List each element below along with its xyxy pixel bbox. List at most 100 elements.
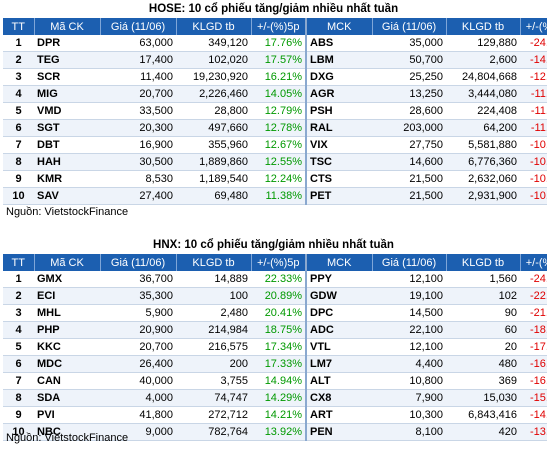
gainer-price-cell: 33,500: [100, 102, 176, 120]
gainer-price-cell: 63,000: [100, 35, 176, 52]
loser-price-cell: 203,000: [372, 119, 446, 137]
hnx-source: Nguồn: VietstockFinance: [6, 432, 129, 444]
gainer-change-cell: 12.55%: [251, 153, 306, 171]
gainer-volume-cell: 19,230,920: [176, 68, 251, 86]
column-header: TT: [3, 18, 35, 35]
loser-price-cell: 35,000: [372, 35, 446, 52]
gainer-price-cell: 5,900: [100, 304, 176, 322]
loser-volume-cell: 60: [446, 321, 520, 339]
loser-price-cell: 14,500: [372, 304, 446, 322]
rank-cell: 5: [3, 102, 34, 120]
table-row: 3 SCR 11,400 19,230,920 16.21% DXG 25,250 24,80…: [3, 68, 547, 86]
gainer-code-cell: DBT: [34, 136, 100, 154]
loser-code-cell: LM7: [305, 355, 372, 373]
loser-volume-cell: 480: [446, 355, 520, 373]
column-header: +/-(%)5p: [520, 254, 547, 271]
hnx-header-row: TT Mã CK Giá (11/06) KLGD tb +/-(%)5p MCK Giá …: [3, 254, 547, 271]
gainer-change-cell: 20.89%: [251, 287, 306, 305]
column-header: Giá (11/06): [100, 18, 177, 35]
rank-cell: 1: [3, 35, 34, 52]
loser-volume-cell: 2,632,060: [446, 170, 520, 188]
loser-change-cell: -11.44%: [520, 102, 547, 120]
gainer-change-cell: 14.29%: [251, 389, 306, 407]
loser-change-cell: -17.12%: [520, 338, 547, 356]
gainer-code-cell: SDA: [34, 389, 100, 407]
gainer-change-cell: 18.75%: [251, 321, 306, 339]
gainer-volume-cell: 1,889,860: [176, 153, 251, 171]
loser-code-cell: GDW: [305, 287, 372, 305]
gainer-price-cell: 17,400: [100, 51, 176, 69]
loser-change-cell: -14.07%: [520, 51, 547, 69]
loser-price-cell: 12,100: [372, 338, 446, 356]
loser-change-cell: -10.42%: [520, 187, 547, 205]
gainer-change-cell: 14.21%: [251, 406, 306, 424]
table-row: 1GMX36,70014,88922.33%PPY12,1001,560-24.…: [3, 271, 547, 288]
loser-price-cell: 8,100: [372, 423, 446, 441]
loser-code-cell: ADC: [305, 321, 372, 339]
table-row: 1 DPR 63,000 349,120 17.76% ABS 35,000 129,880-…: [3, 35, 547, 52]
gainer-change-cell: 12.79%: [251, 102, 306, 120]
loser-volume-cell: 64,200: [446, 119, 520, 137]
hose-source: Nguồn: VietstockFinance: [6, 206, 129, 218]
table-row: 8SDA4,00074,74714.29%CX87,90015,030-15.9…: [3, 389, 547, 407]
gainer-price-cell: 20,700: [100, 85, 176, 103]
loser-code-cell: PSH: [305, 102, 372, 120]
loser-change-cell: -16.92%: [520, 372, 547, 390]
loser-change-cell: -22.04%: [520, 287, 547, 305]
loser-volume-cell: 6,776,360: [446, 153, 520, 171]
gainer-code-cell: MHL: [34, 304, 100, 322]
gainer-code-cell: SCR: [34, 68, 100, 86]
loser-change-cell: -15.96%: [520, 389, 547, 407]
gainer-price-cell: 40,000: [100, 372, 176, 390]
rank-cell: 2: [3, 287, 34, 305]
gainer-code-cell: NBC: [34, 423, 100, 441]
column-header: +/-(%)5p: [251, 18, 307, 35]
rank-cell: 10: [3, 423, 34, 441]
gainer-change-cell: 14.94%: [251, 372, 306, 390]
rank-cell: 9: [3, 170, 34, 188]
hnx-table: TT Mã CK Giá (11/06) KLGD tb +/-(%)5p MCK Giá …: [3, 254, 547, 441]
loser-code-cell: DPC: [305, 304, 372, 322]
loser-volume-cell: 15,030: [446, 389, 520, 407]
gainer-price-cell: 4,000: [100, 389, 176, 407]
loser-price-cell: 10,300: [372, 406, 446, 424]
gainer-volume-cell: 1,189,540: [176, 170, 251, 188]
gainer-change-cell: 22.33%: [251, 271, 306, 288]
gainer-code-cell: SAV: [34, 187, 100, 205]
gainer-change-cell: 12.67%: [251, 136, 306, 154]
rank-cell: 7: [3, 372, 34, 390]
hose-header-row: TT Mã CK Giá (11/06) KLGD tb +/-(%)5p MCK Giá …: [3, 18, 547, 35]
column-header: +/-(%)5p: [251, 254, 307, 271]
loser-code-cell: TSC: [305, 153, 372, 171]
gainer-price-cell: 11,400: [100, 68, 176, 86]
table-row: 9 KMR 8,530 1,189,540 12.24% CTS 21,500 2,632,0…: [3, 170, 547, 188]
gainer-change-cell: 17.76%: [251, 35, 306, 52]
loser-code-cell: AGR: [305, 85, 372, 103]
column-header: +/-(%)5p: [520, 18, 547, 35]
loser-price-cell: 25,250: [372, 68, 446, 86]
loser-price-cell: 14,600: [372, 153, 446, 171]
gainer-volume-cell: 100: [176, 287, 251, 305]
loser-volume-cell: 24,804,668: [446, 68, 520, 86]
gainer-price-cell: 30,500: [100, 153, 176, 171]
loser-code-cell: VTL: [305, 338, 372, 356]
column-header: KLGD tb: [446, 18, 521, 35]
rank-cell: 4: [3, 85, 34, 103]
loser-price-cell: 22,100: [372, 321, 446, 339]
loser-change-cell: -12.33%: [520, 68, 547, 86]
gainer-price-cell: 16,900: [100, 136, 176, 154]
column-header: KLGD tb: [446, 254, 521, 271]
loser-volume-cell: 2,600: [446, 51, 520, 69]
gainer-volume-cell: 69,480: [176, 187, 251, 205]
table-row: 4 MIG 20,700 2,226,460 14.05% AGR 13,250 3,444,…: [3, 85, 547, 103]
loser-code-cell: PEN: [305, 423, 372, 441]
loser-price-cell: 19,100: [372, 287, 446, 305]
loser-change-cell: -14.17%: [520, 406, 547, 424]
rank-cell: 4: [3, 321, 34, 339]
loser-price-cell: 7,900: [372, 389, 446, 407]
gainer-price-cell: 20,300: [100, 119, 176, 137]
gainer-volume-cell: 214,984: [176, 321, 251, 339]
